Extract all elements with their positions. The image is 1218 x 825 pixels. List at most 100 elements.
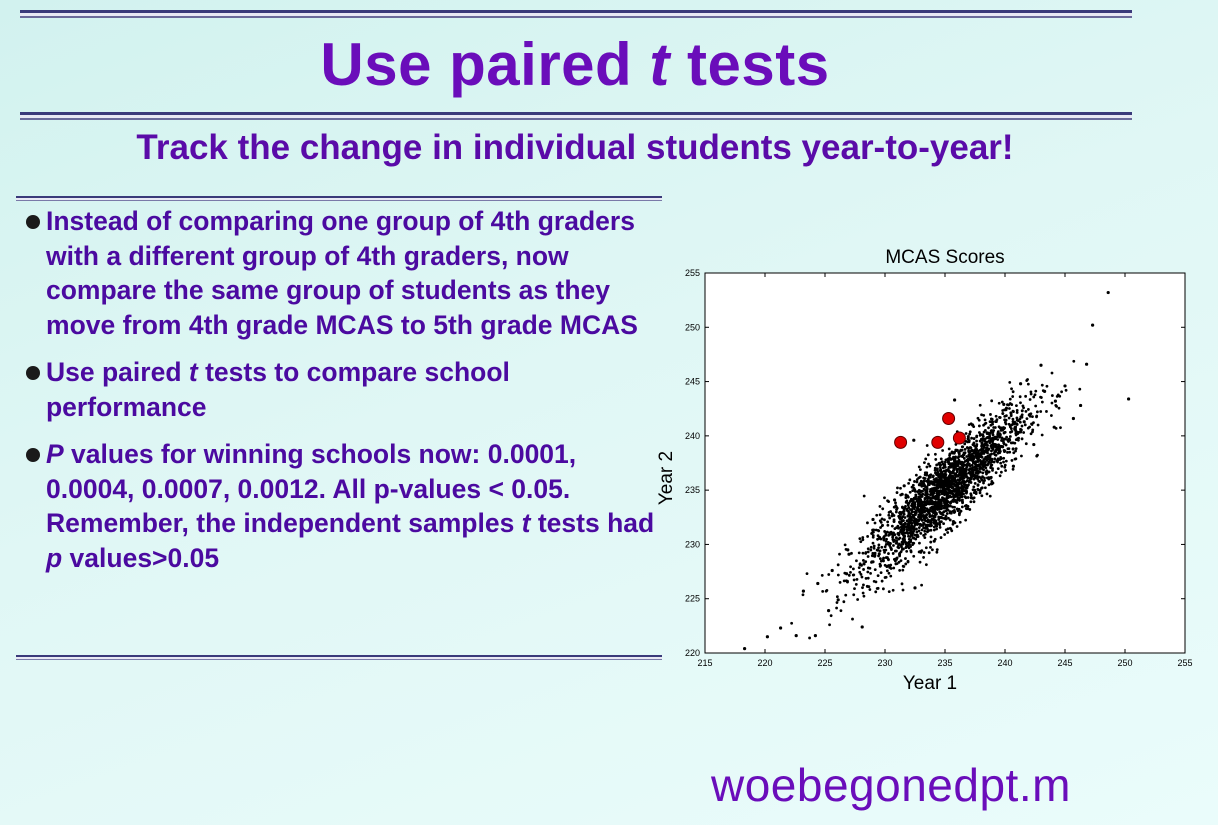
data-point	[961, 464, 965, 468]
data-point	[985, 432, 989, 436]
data-point	[984, 470, 988, 474]
data-point	[971, 474, 975, 478]
data-point	[1045, 384, 1049, 388]
data-point	[889, 510, 892, 513]
data-point	[898, 520, 901, 524]
data-point	[989, 413, 992, 416]
data-point	[871, 535, 875, 539]
data-point	[958, 511, 961, 515]
data-point	[938, 520, 942, 524]
data-point	[895, 506, 899, 509]
data-point	[891, 588, 895, 592]
data-point	[973, 481, 977, 485]
data-point	[827, 609, 831, 613]
data-point	[1050, 401, 1054, 405]
data-point	[992, 460, 996, 464]
data-point	[964, 468, 968, 472]
data-point	[895, 508, 898, 512]
data-point	[1011, 464, 1015, 468]
data-point	[999, 461, 1003, 465]
data-point	[909, 512, 913, 515]
data-point	[906, 509, 910, 513]
y-tick-label: 220	[685, 648, 700, 658]
data-point	[1039, 363, 1043, 367]
data-point	[937, 461, 941, 465]
data-point	[1031, 415, 1034, 419]
data-point	[878, 564, 882, 568]
data-point	[888, 565, 892, 569]
data-point	[922, 476, 926, 480]
data-point	[906, 494, 909, 498]
data-point	[1040, 400, 1044, 404]
data-point	[958, 496, 961, 500]
data-point	[1064, 388, 1068, 392]
data-point	[904, 557, 907, 560]
x-tick-label: 225	[817, 658, 832, 668]
data-point	[1026, 408, 1030, 411]
data-point	[878, 505, 882, 508]
data-point	[948, 518, 952, 522]
data-point	[965, 479, 969, 483]
data-point	[1015, 416, 1019, 420]
data-point	[939, 486, 942, 489]
data-point	[944, 517, 948, 521]
data-point	[1004, 408, 1008, 412]
data-point	[945, 481, 949, 485]
data-point	[963, 442, 967, 446]
data-point	[918, 475, 922, 479]
data-point	[994, 471, 998, 475]
data-point	[885, 569, 889, 573]
data-point	[801, 593, 805, 597]
data-point	[942, 506, 946, 510]
data-point	[900, 492, 904, 496]
data-point	[954, 492, 958, 496]
data-point	[1072, 359, 1076, 363]
data-point	[948, 472, 952, 476]
data-point	[920, 583, 923, 587]
data-point	[943, 493, 946, 497]
data-point	[1008, 435, 1012, 438]
data-point	[939, 457, 943, 461]
data-point	[961, 445, 965, 449]
data-point	[1020, 454, 1023, 458]
data-point	[862, 583, 865, 587]
data-point	[964, 491, 968, 495]
data-point	[1010, 459, 1014, 462]
data-point	[918, 499, 922, 503]
data-point	[873, 554, 877, 558]
data-point	[1020, 424, 1024, 428]
data-point	[891, 533, 895, 537]
data-point	[916, 533, 919, 537]
data-point	[902, 565, 906, 568]
bullet-text: p	[46, 542, 63, 573]
data-point	[900, 582, 904, 586]
data-point	[952, 494, 955, 498]
data-point	[901, 588, 905, 592]
data-point	[896, 545, 900, 549]
data-point	[869, 548, 873, 552]
data-point	[1045, 410, 1048, 413]
data-point	[1002, 456, 1006, 460]
data-point	[879, 571, 883, 575]
data-point	[1034, 404, 1038, 408]
data-point	[941, 466, 945, 470]
bullet-text: P	[46, 439, 64, 469]
data-point	[969, 496, 973, 500]
data-point	[934, 500, 937, 504]
data-point	[989, 461, 992, 464]
data-point	[979, 462, 983, 466]
data-point	[1025, 379, 1029, 382]
data-point	[849, 565, 852, 569]
x-tick-label: 215	[697, 658, 712, 668]
data-point	[849, 570, 852, 574]
data-point	[998, 451, 1002, 455]
data-point	[903, 516, 907, 519]
data-point	[908, 516, 912, 520]
data-point	[917, 550, 921, 554]
data-point	[946, 496, 949, 500]
title-t-italic: t	[649, 31, 670, 98]
data-point	[943, 478, 947, 482]
data-point	[1028, 412, 1032, 416]
data-point	[951, 520, 955, 524]
data-point	[913, 489, 917, 493]
